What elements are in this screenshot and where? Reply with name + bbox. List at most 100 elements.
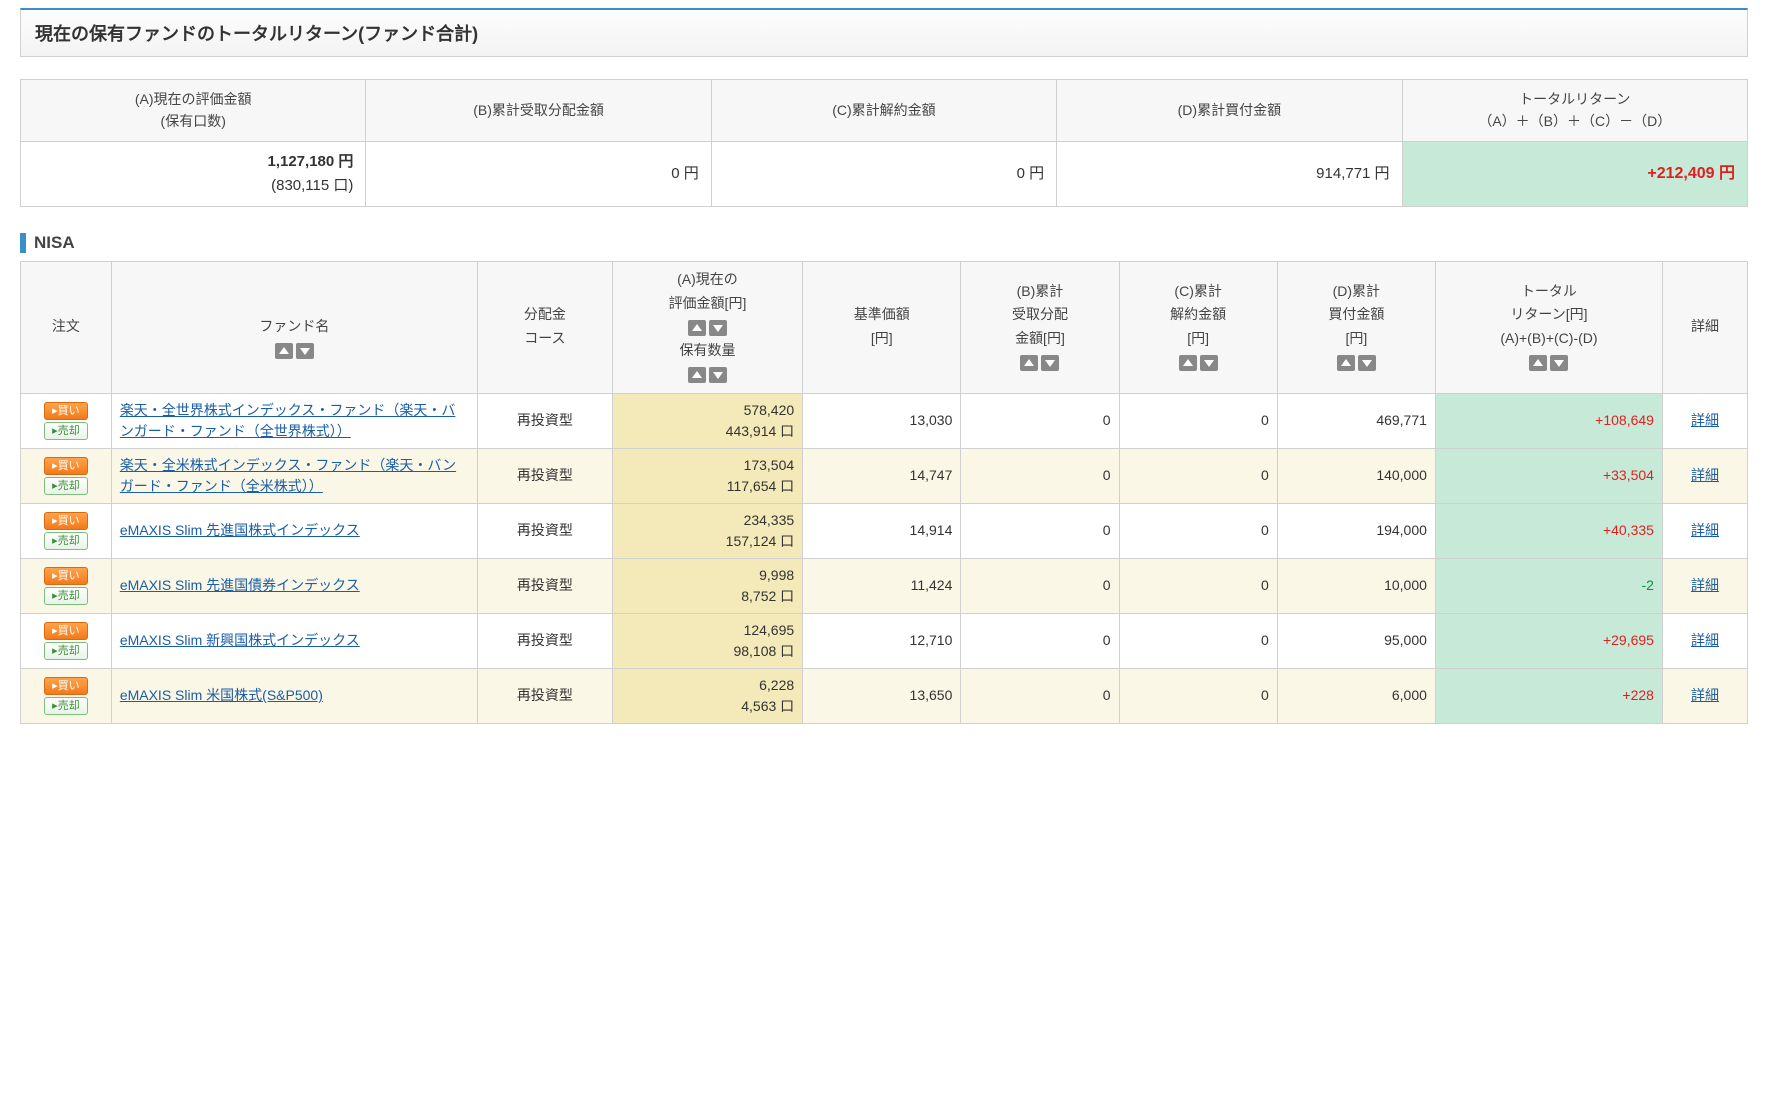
nav-cell: 13,030 (803, 393, 961, 448)
page-title: 現在の保有ファンドのトータルリターン(ファンド合計) (20, 8, 1748, 57)
sell-button[interactable]: ▸売却 (44, 697, 88, 715)
summary-header-a: (A)現在の評価金額(保有口数) (21, 80, 366, 142)
fund-name-link[interactable]: eMAXIS Slim 新興国株式インデックス (120, 632, 360, 648)
detail-link[interactable]: 詳細 (1691, 522, 1719, 538)
detail-cell: 詳細 (1662, 393, 1747, 448)
detail-link[interactable]: 詳細 (1691, 467, 1719, 483)
sell-button[interactable]: ▸売却 (44, 422, 88, 440)
table-row: ▸買い▸売却eMAXIS Slim 米国株式(S&P500)再投資型6,2284… (21, 668, 1748, 723)
fund-name-cell: eMAXIS Slim 米国株式(S&P500) (111, 668, 477, 723)
cumulative-redemption-cell: 0 (1119, 558, 1277, 613)
valuation-cell: 9,9988,752 口 (612, 558, 802, 613)
cumulative-dividend-cell: 0 (961, 668, 1119, 723)
summary-value-a: 1,127,180 円 (830,115 口) (21, 141, 366, 206)
cumulative-purchase-cell: 10,000 (1277, 558, 1435, 613)
fund-name-cell: 楽天・全世界株式インデックス・ファンド（楽天・バンガード・ファンド（全世界株式）… (111, 393, 477, 448)
summary-value-c: 0 円 (711, 141, 1056, 206)
section-heading-nisa: NISA (20, 233, 1748, 253)
summary-header-c: (C)累計解約金額 (711, 80, 1056, 142)
sort-down-icon[interactable] (296, 343, 314, 359)
buy-button[interactable]: ▸買い (44, 622, 88, 640)
sort-up-icon[interactable] (688, 320, 706, 336)
detail-link[interactable]: 詳細 (1691, 687, 1719, 703)
sort-down-icon[interactable] (1550, 355, 1568, 371)
sell-button[interactable]: ▸売却 (44, 477, 88, 495)
distribution-course: 再投資型 (478, 448, 613, 503)
summary-value-b: 0 円 (366, 141, 711, 206)
summary-value-d: 914,771 円 (1057, 141, 1402, 206)
fund-header-valuation: (A)現在の 評価金額[円] 保有数量 (612, 261, 802, 393)
summary-value-total: +212,409 円 (1402, 141, 1747, 206)
sell-button[interactable]: ▸売却 (44, 532, 88, 550)
sort-down-icon[interactable] (709, 320, 727, 336)
distribution-course: 再投資型 (478, 668, 613, 723)
summary-table: (A)現在の評価金額(保有口数) (B)累計受取分配金額 (C)累計解約金額 (… (20, 79, 1748, 207)
detail-link[interactable]: 詳細 (1691, 632, 1719, 648)
valuation-cell: 234,335157,124 口 (612, 503, 802, 558)
summary-header-total: トータルリターン （A）＋（B）＋（C）－（D） (1402, 80, 1747, 142)
valuation-cell: 578,420443,914 口 (612, 393, 802, 448)
cumulative-redemption-cell: 0 (1119, 613, 1277, 668)
fund-header-order: 注文 (21, 261, 112, 393)
summary-header-d: (D)累計買付金額 (1057, 80, 1402, 142)
sell-button[interactable]: ▸売却 (44, 642, 88, 660)
order-cell: ▸買い ▸売却 (21, 448, 112, 503)
buy-button[interactable]: ▸買い (44, 677, 88, 695)
buy-button[interactable]: ▸買い (44, 512, 88, 530)
fund-name-link[interactable]: eMAXIS Slim 先進国株式インデックス (120, 522, 360, 538)
sort-up-icon[interactable] (275, 343, 293, 359)
buy-button[interactable]: ▸買い (44, 457, 88, 475)
fund-header-detail: 詳細 (1662, 261, 1747, 393)
fund-name-cell: eMAXIS Slim 先進国株式インデックス (111, 503, 477, 558)
table-row: ▸買い ▸売却 楽天・全世界株式インデックス・ファンド（楽天・バンガード・ファンド（… (21, 393, 1748, 448)
sort-down-icon[interactable] (1200, 355, 1218, 371)
total-return-cell: +108,649 (1435, 393, 1662, 448)
buy-button[interactable]: ▸買い (44, 567, 88, 585)
fund-header-b: (B)累計受取分配金額[円] (961, 261, 1119, 393)
sort-up-icon[interactable] (1179, 355, 1197, 371)
sort-up-icon[interactable] (688, 367, 706, 383)
sort-down-icon[interactable] (1358, 355, 1376, 371)
total-return-cell: -2 (1435, 558, 1662, 613)
fund-header-return: トータル リターン[円] (A)+(B)+(C)-(D) (1435, 261, 1662, 393)
table-row: ▸買い ▸売却 eMAXIS Slim 先進国株式インデックス 再投資型234,335… (21, 503, 1748, 558)
detail-cell: 詳細 (1662, 558, 1747, 613)
sort-down-icon[interactable] (1041, 355, 1059, 371)
fund-name-link[interactable]: 楽天・全米株式インデックス・ファンド（楽天・バンガード・ファンド（全米株式）） (120, 457, 456, 494)
sell-button[interactable]: ▸売却 (44, 587, 88, 605)
detail-cell: 詳細 (1662, 613, 1747, 668)
sort-down-icon[interactable] (709, 367, 727, 383)
sort-up-icon[interactable] (1529, 355, 1547, 371)
cumulative-dividend-cell: 0 (961, 448, 1119, 503)
cumulative-purchase-cell: 194,000 (1277, 503, 1435, 558)
valuation-cell: 173,504117,654 口 (612, 448, 802, 503)
fund-name-cell: 楽天・全米株式インデックス・ファンド（楽天・バンガード・ファンド（全米株式）） (111, 448, 477, 503)
order-cell: ▸買い ▸売却 (21, 613, 112, 668)
fund-name-link[interactable]: 楽天・全世界株式インデックス・ファンド（楽天・バンガード・ファンド（全世界株式）… (120, 402, 456, 439)
total-return-cell: +33,504 (1435, 448, 1662, 503)
fund-name-link[interactable]: eMAXIS Slim 先進国債券インデックス (120, 577, 360, 593)
order-cell: ▸買い ▸売却 (21, 503, 112, 558)
sort-up-icon[interactable] (1337, 355, 1355, 371)
distribution-course: 再投資型 (478, 558, 613, 613)
distribution-course: 再投資型 (478, 613, 613, 668)
nav-cell: 14,747 (803, 448, 961, 503)
fund-table: 注文 ファンド名 分配金コース (A)現在の 評価金額[円] 保有数量 (20, 261, 1748, 724)
total-return-cell: +228 (1435, 668, 1662, 723)
fund-header-nav: 基準価額[円] (803, 261, 961, 393)
fund-header-fund: ファンド名 (111, 261, 477, 393)
buy-button[interactable]: ▸買い (44, 402, 88, 420)
sort-up-icon[interactable] (1020, 355, 1038, 371)
distribution-course: 再投資型 (478, 503, 613, 558)
detail-link[interactable]: 詳細 (1691, 577, 1719, 593)
cumulative-dividend-cell: 0 (961, 558, 1119, 613)
fund-name-link[interactable]: eMAXIS Slim 米国株式(S&P500) (120, 687, 323, 703)
summary-header-b: (B)累計受取分配金額 (366, 80, 711, 142)
detail-link[interactable]: 詳細 (1691, 412, 1719, 428)
nav-cell: 11,424 (803, 558, 961, 613)
valuation-cell: 124,69598,108 口 (612, 613, 802, 668)
table-row: ▸買い ▸売却 eMAXIS Slim 先進国債券インデックス 再投資型9,9988,… (21, 558, 1748, 613)
fund-header-dist: 分配金コース (478, 261, 613, 393)
cumulative-purchase-cell: 140,000 (1277, 448, 1435, 503)
nav-cell: 12,710 (803, 613, 961, 668)
